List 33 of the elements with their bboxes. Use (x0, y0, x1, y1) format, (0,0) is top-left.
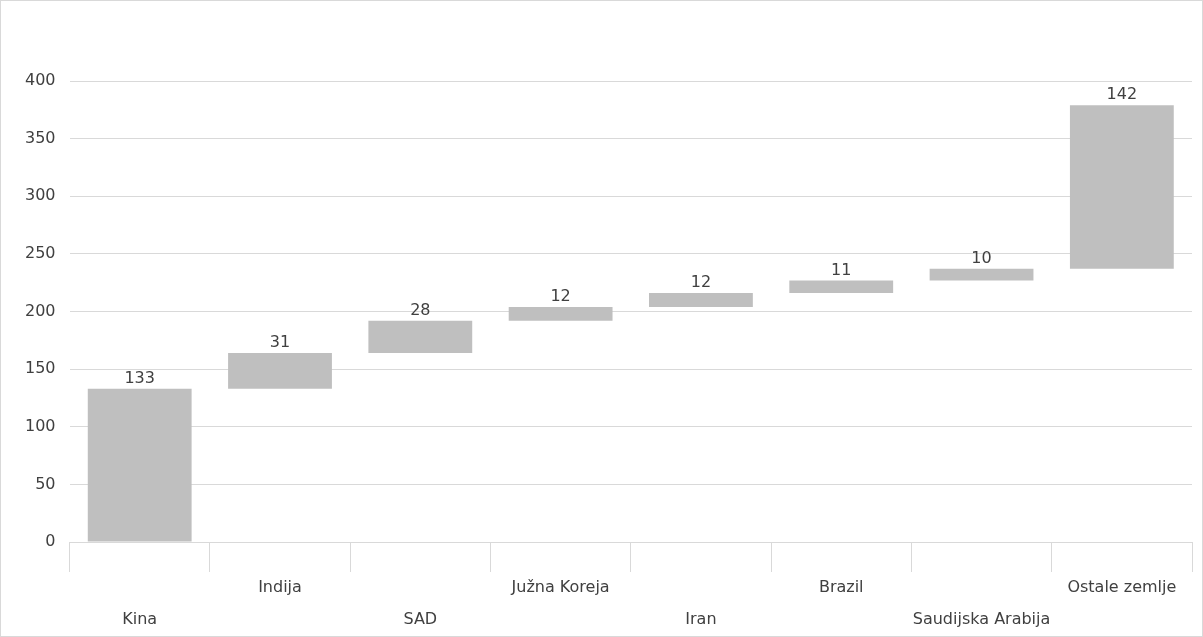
data-label: 11 (831, 259, 852, 279)
y-tick-label: 400 (24, 70, 56, 90)
bar (649, 293, 753, 307)
bar (368, 320, 473, 353)
y-tick-label: 250 (24, 243, 56, 263)
x-tick-label: Iran (685, 609, 717, 629)
x-tick-label: Kina (122, 609, 158, 629)
bar (228, 352, 332, 389)
data-label: 12 (690, 272, 712, 292)
y-tick-label: 300 (24, 185, 56, 205)
x-tick-label: Južna Koreja (510, 577, 610, 597)
x-tick-label: Brazil (818, 577, 864, 597)
x-tick-label: Ostale zemlje (1067, 577, 1177, 597)
y-tick-label: 0 (45, 531, 56, 551)
data-label: 12 (550, 286, 571, 306)
y-tick-label: 150 (24, 358, 56, 378)
y-tick-label: 350 (24, 127, 56, 147)
bar (87, 388, 192, 542)
x-tick-label: SAD (403, 609, 438, 629)
data-label: 28 (410, 299, 431, 319)
x-tick-label: Indija (258, 577, 302, 597)
bar (789, 280, 894, 294)
data-label: 10 (971, 248, 992, 268)
bar (508, 306, 613, 321)
data-label: 31 (269, 332, 291, 352)
y-tick-label: 100 (24, 415, 56, 435)
x-tick-label: Saudijska Arabija (912, 609, 1051, 629)
bar (929, 268, 1034, 281)
y-tick-label: 50 (35, 473, 56, 493)
data-label: 142 (1106, 84, 1138, 104)
y-tick-label: 200 (24, 300, 56, 320)
data-label: 133 (124, 367, 155, 387)
bar (1069, 105, 1174, 269)
